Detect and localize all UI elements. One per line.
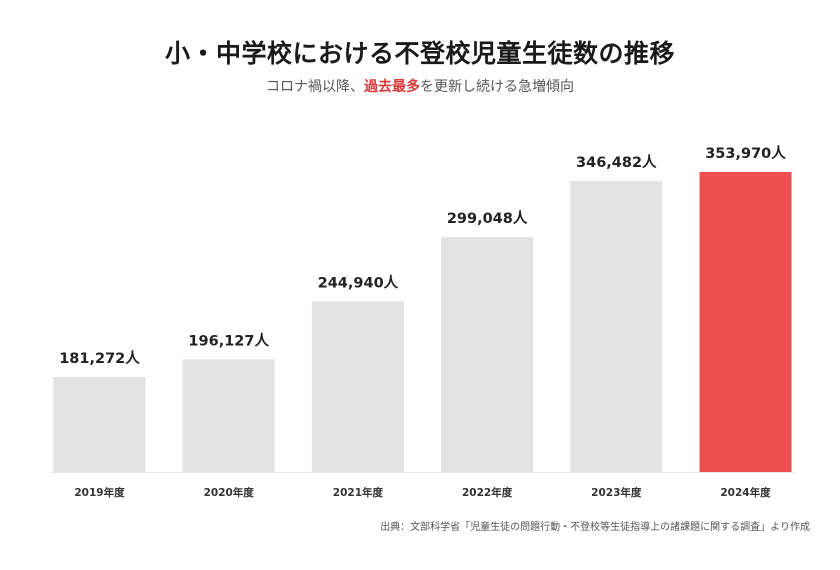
bar	[182, 359, 275, 472]
bar-value-label: 346,482人	[576, 154, 657, 171]
bar	[441, 237, 534, 472]
x-tick-label: 2020年度	[204, 486, 255, 499]
bar-value-label: 181,272人	[59, 350, 140, 367]
chart-title: 小・中学校における不登校児童生徒数の推移	[164, 39, 675, 68]
x-tick-label: 2024年度	[720, 486, 771, 499]
subtitle-text-start: コロナ禍以降、	[266, 79, 364, 95]
x-tick-label: 2019年度	[74, 486, 125, 499]
x-tick-label: 2023年度	[591, 486, 642, 499]
bar-value-label: 244,940人	[318, 274, 399, 291]
x-tick-label: 2021年度	[333, 486, 384, 499]
x-tick-label: 2022年度	[462, 486, 513, 499]
bar-value-label: 196,127人	[188, 332, 269, 349]
bar-highlight	[699, 172, 792, 472]
bar	[311, 301, 404, 472]
subtitle-highlight: 過去最多	[364, 79, 420, 95]
bar-value-label: 353,970人	[705, 145, 786, 162]
bar	[53, 377, 146, 472]
bar	[570, 180, 663, 472]
source-note: 出典：文部科学省「児童生徒の問題行動・不登校等生徒指導上の諸課題に関する調査」よ…	[380, 522, 810, 533]
bar-value-label: 299,048人	[447, 210, 528, 227]
chart-subtitle: コロナ禍以降、過去最多を更新し続ける急増傾向	[0, 76, 840, 96]
subtitle-text-end: を更新し続ける急増傾向	[420, 79, 574, 95]
